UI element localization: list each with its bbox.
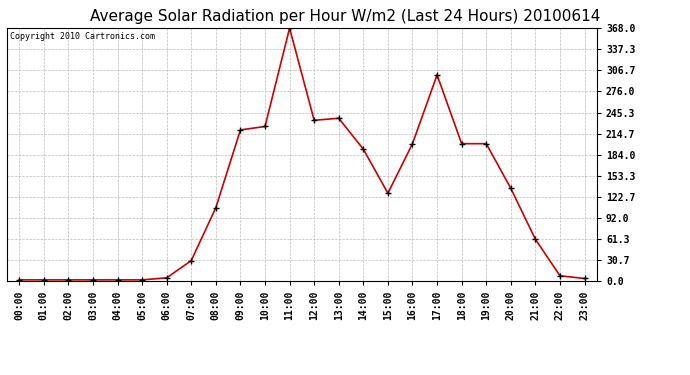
Text: Copyright 2010 Cartronics.com: Copyright 2010 Cartronics.com xyxy=(10,32,155,41)
Text: Average Solar Radiation per Hour W/m2 (Last 24 Hours) 20100614: Average Solar Radiation per Hour W/m2 (L… xyxy=(90,9,600,24)
